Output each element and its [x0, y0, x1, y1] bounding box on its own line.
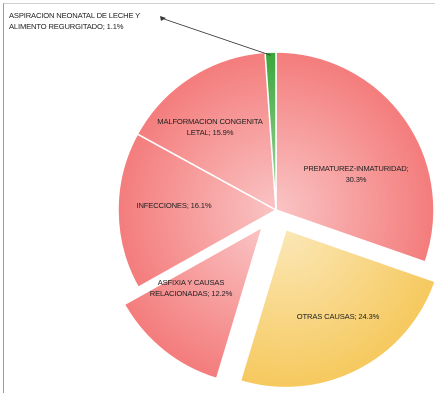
slice-label-3: ASFIXIA Y CAUSAS RELACIONADAS; 12.2%	[150, 278, 233, 298]
slice-labels: PREMATUREZ-INMATURIDAD; 30.3% OTRAS CAUSAS…	[9, 11, 409, 321]
slice-label-4-line-1: INFECCIONES; 16.1%	[137, 201, 212, 210]
slice-label-6-line-1: ASPIRACION NEONATAL DE LECHE Y	[9, 11, 140, 20]
slice-label-6-line-2: ALIMENTO REGURGITADO; 1.1%	[9, 22, 124, 31]
slice-label-2-line-1: OTRAS CAUSAS; 24.3%	[297, 312, 380, 321]
pie-slices	[117, 51, 437, 389]
slice-label-3-line-2: RELACIONADAS; 12.2%	[150, 289, 233, 298]
pie-slice-4	[117, 133, 278, 289]
leader-line-group	[160, 16, 271, 56]
slice-label-5-line-1: MALFORMACION CONGENITA	[157, 117, 263, 126]
slice-label-6: ASPIRACION NEONATAL DE LECHE Y ALIMENTO R…	[9, 11, 140, 31]
slice-label-1-line-2: 30.3%	[346, 175, 367, 184]
chart-frame	[3, 3, 435, 393]
leader-arrowhead	[160, 16, 166, 21]
pie-slice-2	[239, 228, 437, 389]
slice-label-5-line-2: LETAL; 15.9%	[187, 128, 234, 137]
pie-slice-1	[275, 51, 435, 263]
pie-slice-6	[264, 51, 277, 211]
slice-label-1: PREMATUREZ-INMATURIDAD; 30.3%	[303, 164, 408, 184]
slice-label-3-line-1: ASFIXIA Y CAUSAS	[158, 278, 225, 287]
slice-label-2: OTRAS CAUSAS; 24.3%	[297, 312, 380, 321]
slice-label-4: INFECCIONES; 16.1%	[137, 201, 212, 210]
slice-label-5: MALFORMACION CONGENITA LETAL; 15.9%	[157, 117, 263, 137]
pie-slice-3	[123, 225, 264, 380]
pie-slice-5	[136, 51, 277, 212]
leader-line	[163, 18, 271, 56]
slice-label-1-line-1: PREMATUREZ-INMATURIDAD;	[303, 164, 408, 173]
